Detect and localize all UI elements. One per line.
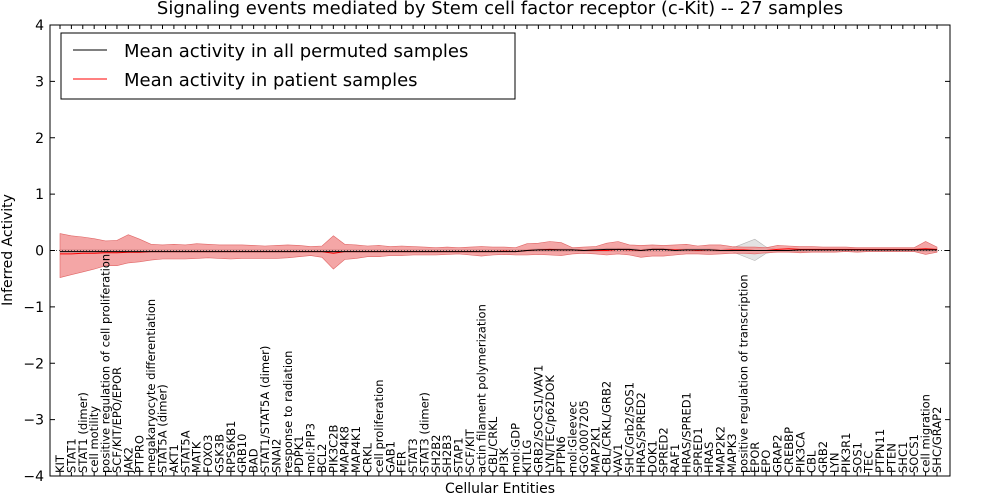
x-tick-label: FER xyxy=(395,451,409,473)
x-tick-label: CBL/CRKL xyxy=(486,416,500,473)
x-tick-label: MAPK3 xyxy=(725,433,739,473)
y-tick-label: 1 xyxy=(35,187,44,203)
x-tick-label: HRAS/SPRED1 xyxy=(679,392,693,473)
x-tick-label: DOK1 xyxy=(645,440,659,473)
y-tick-label: 4 xyxy=(35,18,44,34)
x-tick-label: cell proliferation xyxy=(372,379,386,473)
x-tick-label: SOCS1 xyxy=(907,434,921,473)
x-tick-label: MAP2K1 xyxy=(588,426,602,473)
x-tick-label: PDPK1 xyxy=(292,435,306,473)
x-tick-label: GSK3B xyxy=(213,434,227,473)
x-axis-label: Cellular Entities xyxy=(445,481,555,497)
x-tick-label: positive regulation of transcription xyxy=(736,274,750,473)
x-tick-label: MAP2K2 xyxy=(714,426,728,473)
x-tick-label: GAB1 xyxy=(383,441,397,473)
x-tick-label: CBL/CRKL/GRB2 xyxy=(600,381,614,473)
x-tick-label: STAT1 (dimer) xyxy=(76,392,90,473)
x-tick-label: MATK xyxy=(190,441,204,473)
x-tick-label: STAT3 (dimer) xyxy=(418,392,432,473)
x-tick-label: TEC xyxy=(862,451,876,474)
legend-label-patient: Mean activity in patient samples xyxy=(124,70,418,91)
x-tick-label: GRB2/SOCS1/VAV1 xyxy=(531,365,545,473)
x-tick-label: megakaryocyte differentiation xyxy=(144,299,158,473)
x-tick-label: STAT5A (dimer) xyxy=(156,384,170,473)
x-tick-label: actin filament polymerization xyxy=(474,304,488,473)
x-tick-label: SHC1 xyxy=(896,442,910,473)
y-tick-label: 0 xyxy=(35,244,44,260)
x-tick-label: PIK3CA xyxy=(793,432,807,473)
x-tick-label: MAP4K1 xyxy=(349,426,363,473)
y-tick-label: 3 xyxy=(35,74,44,90)
x-tick-label: STAP1 xyxy=(452,437,466,473)
x-tick-label: HRAS xyxy=(702,442,716,473)
x-tick-label: EPO xyxy=(759,450,773,473)
x-tick-label: GRB2 xyxy=(816,441,830,473)
x-tick-label: KIT xyxy=(53,454,67,473)
x-tick-label: CRKL xyxy=(361,442,375,473)
x-tick-label: SH2B2 xyxy=(429,435,443,473)
x-tick-label: cell migration xyxy=(919,394,933,473)
plot-frame xyxy=(49,24,951,477)
chart-title: Signaling events mediated by Stem cell f… xyxy=(157,0,843,19)
legend: Mean activity in all permuted samples Me… xyxy=(60,32,516,100)
x-tick-label: BAD xyxy=(247,448,261,473)
x-tick-label: SPRED2 xyxy=(657,427,671,473)
x-tick-label: SCF/KIT/EPO/EPOR xyxy=(110,367,124,473)
y-tick-label: −1 xyxy=(23,300,44,316)
x-tick-label: SOS1 xyxy=(850,442,864,473)
x-tick-label: response to radiation xyxy=(281,351,295,473)
x-tick-label: mol:PIP3 xyxy=(304,423,318,473)
y-tick-label: −4 xyxy=(23,469,44,485)
x-tick-label: RPS6KB1 xyxy=(224,421,238,473)
x-tick-label: FOXO3 xyxy=(201,435,215,473)
legend-label-permuted: Mean activity in all permuted samples xyxy=(124,41,468,62)
x-tick-label: PTEN xyxy=(884,443,898,473)
x-tick-label: SHC/Grb2/SOS1 xyxy=(623,382,637,473)
x-tick-label: EPOR xyxy=(748,442,762,473)
y-tick-label: −3 xyxy=(23,413,44,429)
y-tick-label: −2 xyxy=(23,356,44,372)
x-tick-label: CBL xyxy=(805,450,819,473)
x-tick-label: KITLG xyxy=(520,440,534,473)
x-tick-label: SCF/KIT xyxy=(463,428,477,473)
x-tick-label: STAT5A xyxy=(178,430,192,473)
x-tick-label: STAT1/STAT5A (dimer) xyxy=(258,346,272,473)
x-tick-label: BCL2 xyxy=(315,444,329,473)
x-tick-label: LYN xyxy=(828,452,842,473)
x-tick-label: cell motility xyxy=(87,406,101,473)
x-tick-label: GRB10 xyxy=(235,434,249,473)
x-tick-label: VAV1 xyxy=(611,444,625,473)
x-tick-label: PTPN6 xyxy=(554,436,568,473)
x-tick-label: RAF1 xyxy=(668,444,682,473)
x-tick-label: PIK3C2B xyxy=(326,424,340,473)
x-tick-label: STAT1 xyxy=(64,438,78,473)
x-tick-label: JAK2 xyxy=(121,447,135,474)
legend-box xyxy=(60,32,516,100)
x-tick-label: STAT3 xyxy=(406,438,420,473)
x-tick-label: PI3K xyxy=(497,447,511,473)
x-tick-label: AKT1 xyxy=(167,444,181,473)
x-tick-label: HRAS/SPRED2 xyxy=(634,392,648,473)
y-tick-label: 2 xyxy=(35,131,44,147)
y-axis-label: Inferred Activity xyxy=(0,194,16,306)
x-tick-label: SPRED1 xyxy=(691,427,705,473)
x-tick-label: positive regulation of cell proliferatio… xyxy=(99,254,113,473)
x-tick-label: PTPN11 xyxy=(873,429,887,473)
series-band-patient xyxy=(59,233,938,278)
x-tick-label: LYN/TEC/p62DOK xyxy=(543,375,557,473)
x-tick-label: GRAP2 xyxy=(771,434,785,473)
x-tick-label: MAP4K8 xyxy=(338,426,352,473)
x-tick-label: PIK3R1 xyxy=(839,433,853,474)
x-tick-label: CREBBP xyxy=(782,427,796,473)
series-line-permuted xyxy=(60,248,937,253)
x-tick-label: SH2B3 xyxy=(440,435,454,473)
x-tick-label: SHC/GRAP2 xyxy=(930,407,944,473)
x-tick-label: GO:0007205 xyxy=(577,400,591,473)
x-tick-label: PTPRO xyxy=(133,435,147,473)
x-tick-label: SNAI2 xyxy=(269,439,283,473)
x-tick-label: mol:Gleevec xyxy=(566,401,580,473)
x-tick-label: mol:GDP xyxy=(509,423,523,473)
